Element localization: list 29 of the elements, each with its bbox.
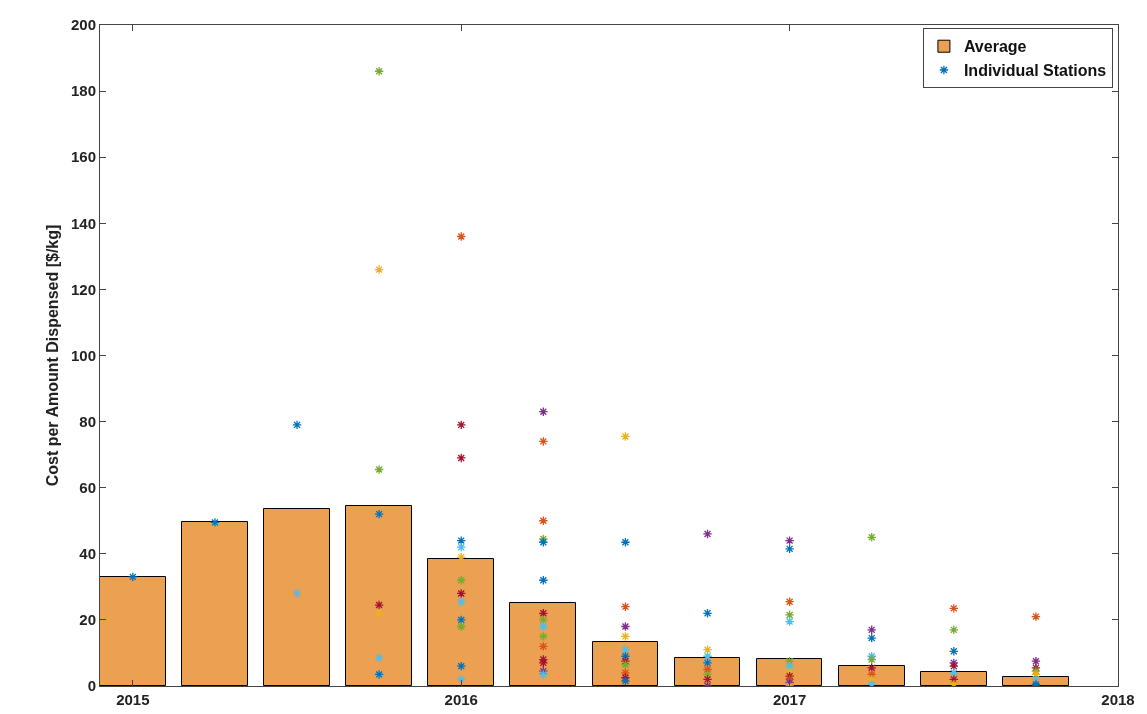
bar (100, 576, 166, 686)
bar (509, 602, 576, 686)
y-tick-label: 120 (70, 280, 96, 298)
bar (756, 658, 822, 686)
x-tick-label: 2017 (772, 691, 807, 708)
bar (592, 641, 658, 686)
bar (920, 671, 987, 686)
bar (345, 505, 412, 686)
y-tick-label: 60 (79, 478, 96, 496)
y-tick-label: 100 (70, 346, 96, 364)
bar (263, 508, 330, 686)
y-tick-label: 180 (70, 82, 96, 100)
x-tick-label: 2018 (1101, 691, 1135, 708)
y-tick-label: 40 (79, 545, 96, 563)
y-tick-label: 160 (70, 148, 96, 166)
bar (427, 558, 494, 686)
bar (674, 657, 740, 686)
y-tick-label: 20 (79, 611, 96, 629)
x-tick-label: 2015 (116, 691, 150, 708)
legend-label: Individual Stations (963, 62, 1107, 80)
bar (181, 521, 248, 686)
y-tick-label: 140 (70, 214, 96, 232)
y-tick-label: 0 (87, 677, 96, 695)
x-tick-label: 2016 (444, 691, 478, 708)
legend-label: Average (963, 38, 1027, 56)
bar (838, 665, 905, 686)
y-axis-title: Cost per Amount Dispensed [$/kg] (43, 224, 61, 487)
y-tick-label: 200 (70, 16, 96, 34)
y-tick-label: 80 (79, 412, 96, 430)
